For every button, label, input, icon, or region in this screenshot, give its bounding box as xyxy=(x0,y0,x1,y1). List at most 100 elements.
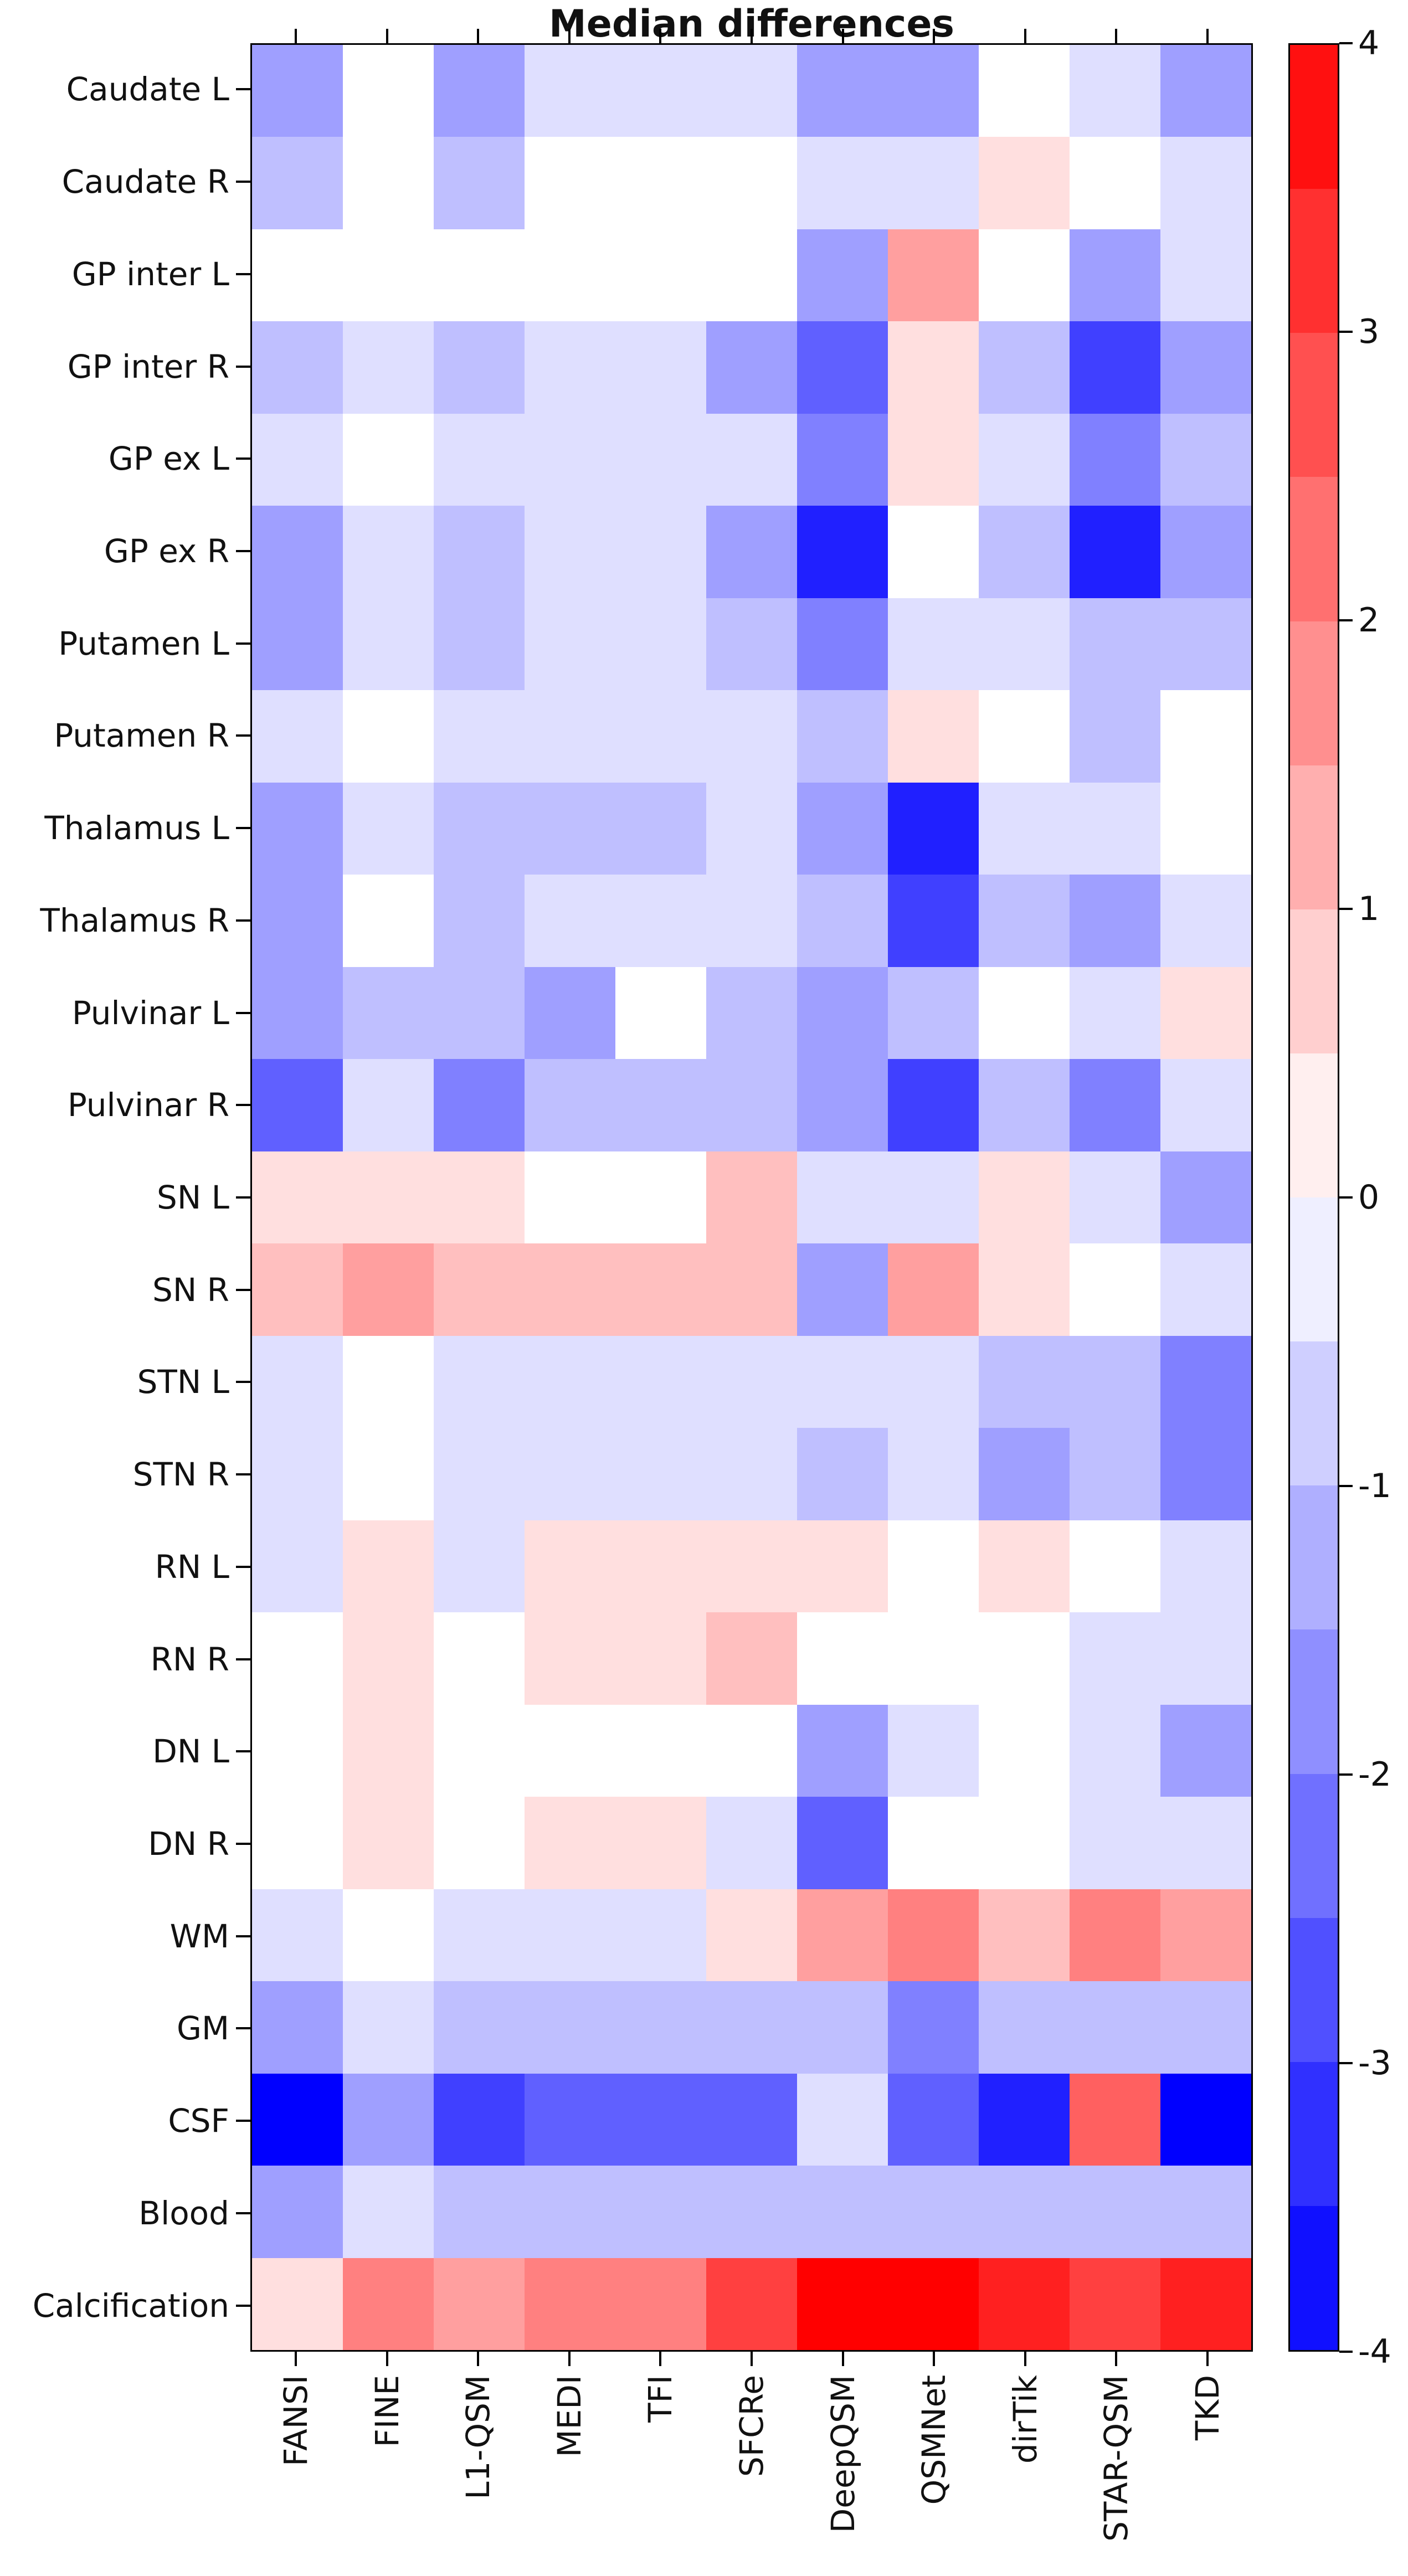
x-tick-cell xyxy=(524,2352,615,2366)
colorbar xyxy=(1288,43,1339,2352)
heatmap-cell xyxy=(615,506,706,598)
heatmap-cell xyxy=(525,1428,615,1520)
x-tick-cell xyxy=(524,29,615,43)
heatmap-cell xyxy=(343,1981,434,2074)
heatmap-cell xyxy=(343,690,434,783)
heatmap-cell xyxy=(1070,1151,1160,1244)
y-tick xyxy=(236,827,250,830)
y-tick-cell xyxy=(235,1982,250,2075)
heatmap-cell xyxy=(1160,506,1251,598)
colorbar-segment xyxy=(1290,1197,1338,1342)
heatmap-cell xyxy=(252,690,343,783)
column-label: MEDI xyxy=(550,2375,588,2457)
heatmap-cell xyxy=(706,229,797,322)
colorbar-segment xyxy=(1290,189,1338,333)
column-label: TKD xyxy=(1188,2375,1226,2441)
column-label-slot: TKD xyxy=(1162,2375,1253,2563)
row-label: SN R xyxy=(152,1271,229,1309)
heatmap-cell xyxy=(615,598,706,691)
heatmap-cell xyxy=(1160,137,1251,229)
heatmap-cell xyxy=(797,321,888,414)
x-tick xyxy=(1024,2352,1026,2366)
heatmap-cell xyxy=(343,1335,434,1428)
heatmap-cell xyxy=(525,45,615,137)
heatmap-cell xyxy=(888,1704,979,1797)
heatmap-cell xyxy=(1160,2166,1251,2258)
row-label: Pulvinar L xyxy=(71,994,229,1032)
heatmap-cell xyxy=(252,137,343,229)
heatmap-cell xyxy=(706,1797,797,1889)
colorbar-segment xyxy=(1290,2061,1338,2206)
heatmap-cell xyxy=(434,1335,525,1428)
heatmap-cell xyxy=(1070,1981,1160,2074)
y-tick-cell xyxy=(235,505,250,598)
heatmap-cell xyxy=(343,2073,434,2166)
heatmap-cell xyxy=(615,1981,706,2074)
heatmap-cell xyxy=(1070,2258,1160,2350)
heatmap-cell xyxy=(434,690,525,783)
row-label: DN R xyxy=(148,1825,229,1863)
heatmap-cell xyxy=(888,1335,979,1428)
y-tick xyxy=(236,181,250,183)
heatmap-cell xyxy=(979,1704,1070,1797)
column-label: dirTik xyxy=(1006,2375,1044,2464)
column-label: TFI xyxy=(641,2375,680,2423)
heatmap-cell xyxy=(797,1428,888,1520)
heatmap-cell xyxy=(1160,690,1251,783)
heatmap-cell xyxy=(434,1151,525,1244)
heatmap-cell xyxy=(979,1059,1070,1151)
row-label: RN R xyxy=(150,1640,229,1678)
heatmap-cell xyxy=(252,1335,343,1428)
heatmap-cell xyxy=(525,506,615,598)
heatmap-cell xyxy=(252,45,343,137)
heatmap-cell xyxy=(252,1612,343,1705)
heatmap-cell xyxy=(706,413,797,506)
heatmap-cell xyxy=(797,1243,888,1336)
heatmap-cell xyxy=(343,229,434,322)
heatmap-cell xyxy=(525,875,615,967)
heatmap-cell xyxy=(252,2258,343,2350)
x-tick xyxy=(477,29,480,43)
column-label-slot: dirTik xyxy=(979,2375,1071,2563)
heatmap-cell xyxy=(434,413,525,506)
column-label-slot: SFCRe xyxy=(706,2375,798,2563)
heatmap-cell xyxy=(343,2258,434,2350)
heatmap-cell xyxy=(525,413,615,506)
x-tick xyxy=(477,2352,480,2366)
heatmap-cell xyxy=(797,506,888,598)
heatmap-cell xyxy=(706,2258,797,2350)
heatmap-cell xyxy=(615,966,706,1060)
x-tick-cell xyxy=(433,2352,524,2366)
heatmap-cell xyxy=(1070,782,1160,875)
colorbar-ticks xyxy=(1339,42,1353,2353)
heatmap-cell xyxy=(1070,690,1160,783)
heatmap-cell xyxy=(252,1059,343,1151)
row-label: STN L xyxy=(137,1363,229,1401)
heatmap-cell xyxy=(797,782,888,875)
heatmap-cell xyxy=(979,690,1070,783)
column-label: SFCRe xyxy=(732,2375,770,2477)
y-tick xyxy=(236,457,250,460)
x-tick-cell xyxy=(979,29,1071,43)
y-tick xyxy=(236,2304,250,2307)
row-label: Thalamus R xyxy=(40,901,229,939)
colorbar-tick xyxy=(1339,1196,1353,1199)
colorbar-tick-label: -3 xyxy=(1358,2044,1391,2083)
heatmap-cell xyxy=(888,598,979,691)
y-tick-cell xyxy=(235,2075,250,2167)
heatmap-cell xyxy=(706,875,797,967)
heatmap-cell xyxy=(525,229,615,322)
heatmap-cell xyxy=(1160,598,1251,691)
colorbar-tick-label: 0 xyxy=(1358,1178,1380,1217)
heatmap-cell xyxy=(797,137,888,229)
heatmap-cell xyxy=(525,690,615,783)
x-tick xyxy=(386,2352,388,2366)
row-label: Calcification xyxy=(32,2286,229,2325)
x-tick xyxy=(1024,29,1026,43)
x-tick xyxy=(841,2352,844,2366)
heatmap-cell xyxy=(979,2073,1070,2166)
heatmap-cell xyxy=(525,1059,615,1151)
heatmap-cell xyxy=(888,413,979,506)
colorbar-segment xyxy=(1290,333,1338,477)
heatmap-cell xyxy=(888,966,979,1060)
